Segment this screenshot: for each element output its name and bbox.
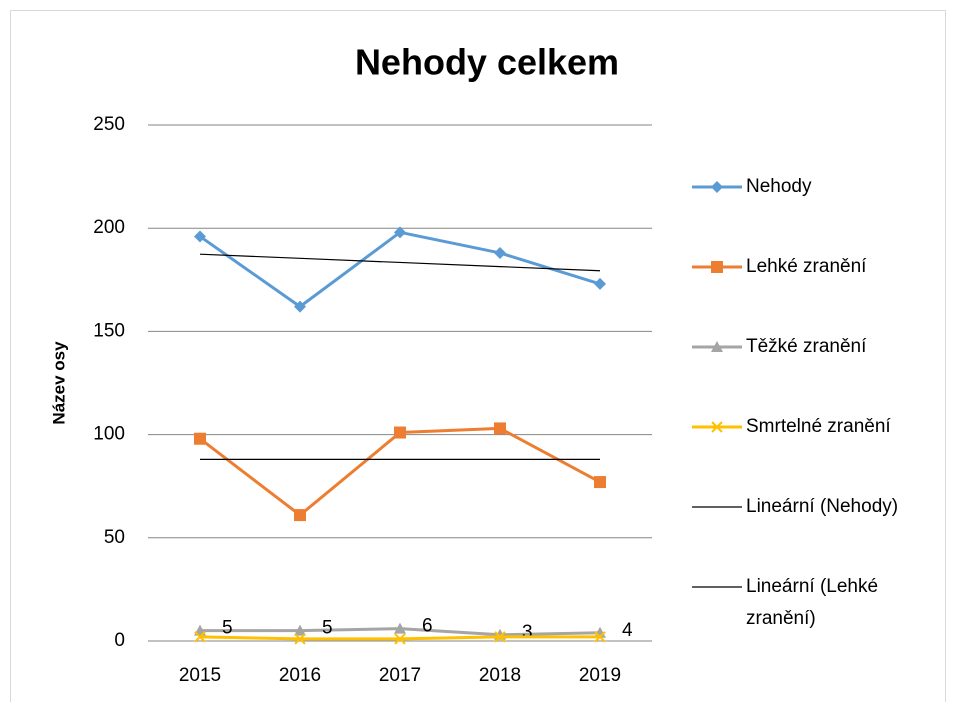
legend-label: Lineární (Lehké zranění)	[746, 576, 879, 629]
marker	[194, 432, 206, 445]
chart-border	[10, 10, 946, 702]
marker	[594, 476, 606, 489]
y-tick-label: 200	[93, 217, 125, 238]
marker	[494, 246, 506, 259]
marker	[494, 422, 506, 435]
marker	[294, 509, 306, 522]
marker	[594, 631, 606, 643]
y-tick-label: 150	[93, 320, 125, 341]
marker	[594, 277, 606, 290]
y-axis-title: Název osy	[49, 341, 68, 425]
marker	[294, 624, 306, 636]
x-tick-label: 2016	[279, 665, 321, 686]
legend-label: Nehody	[746, 176, 812, 197]
legend-marker	[711, 181, 723, 193]
marker	[494, 631, 506, 643]
x-tick-label: 2018	[479, 665, 521, 686]
marker	[294, 633, 306, 645]
data-label: 6	[422, 616, 433, 637]
chart-title: Nehody celkem	[355, 42, 619, 83]
marker	[394, 622, 406, 634]
x-tick-label: 2017	[379, 665, 421, 686]
legend-marker	[711, 261, 723, 273]
legend-label: Lineární (Nehody)	[746, 496, 899, 517]
y-tick-label: 250	[93, 114, 125, 135]
data-label: 5	[222, 618, 233, 639]
data-label: 4	[622, 620, 633, 641]
x-tick-label: 2015	[179, 665, 221, 686]
legend-label: Smrtelné zranění	[746, 416, 891, 437]
marker	[194, 230, 206, 243]
series-line	[199, 230, 601, 309]
legend-label: Lehké zranění	[746, 256, 867, 277]
legend-label: Těžké zranění	[746, 336, 867, 357]
data-label: 5	[322, 618, 333, 639]
y-tick-label: 100	[93, 424, 125, 445]
trendline	[199, 253, 601, 272]
marker	[394, 226, 406, 239]
data-label: 3	[522, 622, 533, 643]
series-line	[199, 426, 601, 517]
legend-marker	[711, 341, 723, 352]
legend-marker	[711, 421, 723, 433]
x-tick-label: 2019	[579, 665, 621, 686]
y-tick-label: 0	[114, 630, 125, 651]
marker	[294, 300, 306, 313]
marker	[194, 631, 206, 643]
marker	[394, 633, 406, 645]
y-tick-label: 50	[104, 527, 125, 548]
marker	[394, 426, 406, 439]
